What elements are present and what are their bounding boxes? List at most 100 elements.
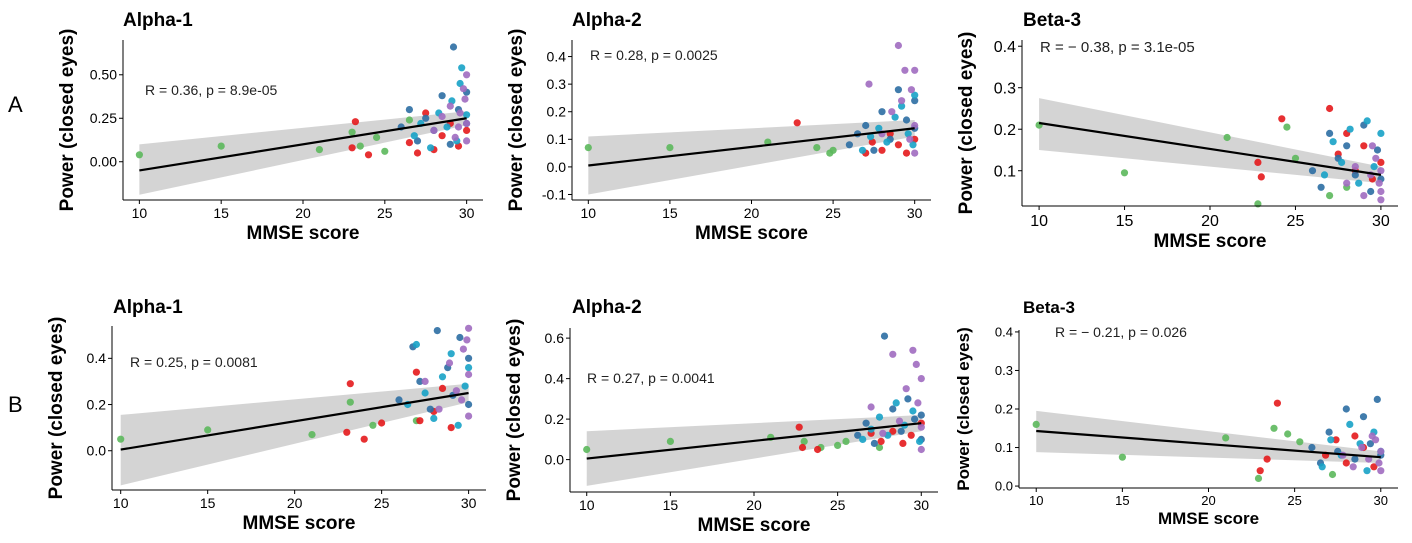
- row-label-b: B: [8, 392, 23, 417]
- data-point: [463, 336, 471, 344]
- data-point: [1326, 104, 1334, 113]
- stats-p: p = 0.026: [1128, 324, 1187, 340]
- x-axis-label: MMSE score: [243, 513, 356, 534]
- data-point: [348, 128, 356, 136]
- y-tick-label: 0.3: [995, 363, 1013, 378]
- data-point: [867, 403, 875, 411]
- data-point: [878, 146, 886, 154]
- regression-line: [588, 127, 915, 167]
- x-tick-label: 25: [830, 497, 846, 513]
- data-point: [904, 130, 912, 138]
- y-tick-label: -0.1: [542, 186, 566, 202]
- data-point: [447, 424, 455, 432]
- x-tick-label: 20: [1201, 493, 1215, 508]
- confidence-band: [588, 120, 915, 195]
- data-point: [912, 360, 920, 368]
- data-point: [902, 385, 910, 393]
- data-point: [413, 137, 422, 145]
- data-point: [898, 97, 906, 105]
- data-point: [1377, 467, 1385, 475]
- stats-r: R = 0.27,: [587, 370, 648, 386]
- data-point: [405, 116, 413, 124]
- data-point: [798, 443, 807, 452]
- data-point: [889, 427, 897, 435]
- data-point: [1351, 455, 1359, 463]
- x-axis-label: MMSE score: [695, 223, 808, 244]
- data-point: [1118, 453, 1126, 461]
- x-tick-label: 10: [132, 205, 148, 221]
- data-point: [1360, 142, 1368, 150]
- data-point: [1222, 434, 1230, 442]
- x-tick-label: 30: [1374, 493, 1388, 508]
- data-point: [463, 111, 471, 119]
- data-point: [917, 411, 925, 419]
- data-point: [909, 407, 917, 415]
- data-point: [902, 149, 911, 157]
- data-point: [1346, 420, 1354, 428]
- data-point: [421, 377, 429, 385]
- stats-p: p = 0.0025: [651, 47, 718, 63]
- data-point: [1366, 440, 1374, 448]
- data-point: [911, 415, 919, 423]
- x-tick-label: 25: [1287, 213, 1305, 230]
- data-point: [1351, 432, 1359, 440]
- data-point: [449, 43, 458, 51]
- y-tick-label: 0.0: [87, 443, 107, 459]
- data-point: [1308, 167, 1317, 175]
- regression-line: [1038, 121, 1382, 176]
- data-point: [813, 144, 821, 152]
- data-point: [381, 147, 389, 155]
- x-tick-label: 10: [581, 205, 597, 221]
- data-point: [907, 86, 916, 94]
- regression-line: [586, 422, 922, 460]
- data-point: [911, 91, 919, 99]
- data-point: [1338, 158, 1346, 166]
- data-point: [422, 109, 430, 117]
- data-point: [1363, 467, 1371, 475]
- data-point: [461, 382, 469, 390]
- data-point: [1254, 474, 1263, 482]
- data-point: [895, 417, 904, 425]
- data-point: [1325, 428, 1333, 436]
- x-tick-label: 15: [662, 205, 678, 221]
- data-point: [454, 421, 462, 429]
- data-point: [814, 445, 822, 454]
- y-tick-label: 0.0: [547, 159, 567, 175]
- data-point: [1296, 438, 1304, 446]
- data-point: [465, 370, 473, 379]
- stats-p: p = 3.1e-05: [1118, 39, 1194, 56]
- data-point: [829, 146, 837, 154]
- data-point: [412, 368, 420, 376]
- data-point: [410, 132, 418, 140]
- y-axis-label: Power (closed eyes): [504, 319, 525, 502]
- data-point: [1377, 129, 1385, 137]
- x-tick-label: 30: [459, 205, 475, 221]
- stats-p: p = 0.0041: [648, 370, 715, 386]
- chart-title: Beta-3: [1023, 10, 1081, 31]
- data-point: [1291, 154, 1300, 162]
- data-point: [911, 97, 919, 105]
- data-point: [405, 106, 413, 114]
- data-point: [1367, 187, 1375, 196]
- x-tick-label: 10: [1030, 213, 1048, 230]
- data-point: [666, 437, 675, 445]
- y-tick-label: 0.50: [90, 67, 117, 83]
- data-point: [360, 435, 368, 443]
- data-point: [463, 126, 471, 134]
- stats-annotation: R = 0.27, p = 0.0041: [587, 370, 715, 386]
- data-point: [416, 377, 424, 385]
- y-tick-label: 0.4: [547, 48, 567, 64]
- data-point: [795, 423, 803, 431]
- data-point: [1326, 192, 1334, 200]
- data-point: [1349, 463, 1357, 471]
- chart-panel-b-alpha-1: Alpha-1 10 15 20 25 30 0.0 0.2 0.4 MMSE score Powe…: [46, 297, 486, 534]
- data-point: [892, 399, 900, 407]
- x-tick-label: 15: [663, 497, 679, 513]
- data-point: [901, 66, 909, 74]
- data-point: [452, 387, 460, 395]
- data-point: [445, 359, 454, 367]
- data-point: [458, 64, 466, 72]
- x-tick-label: 20: [744, 205, 760, 221]
- data-point: [911, 149, 919, 157]
- data-point: [1368, 142, 1376, 150]
